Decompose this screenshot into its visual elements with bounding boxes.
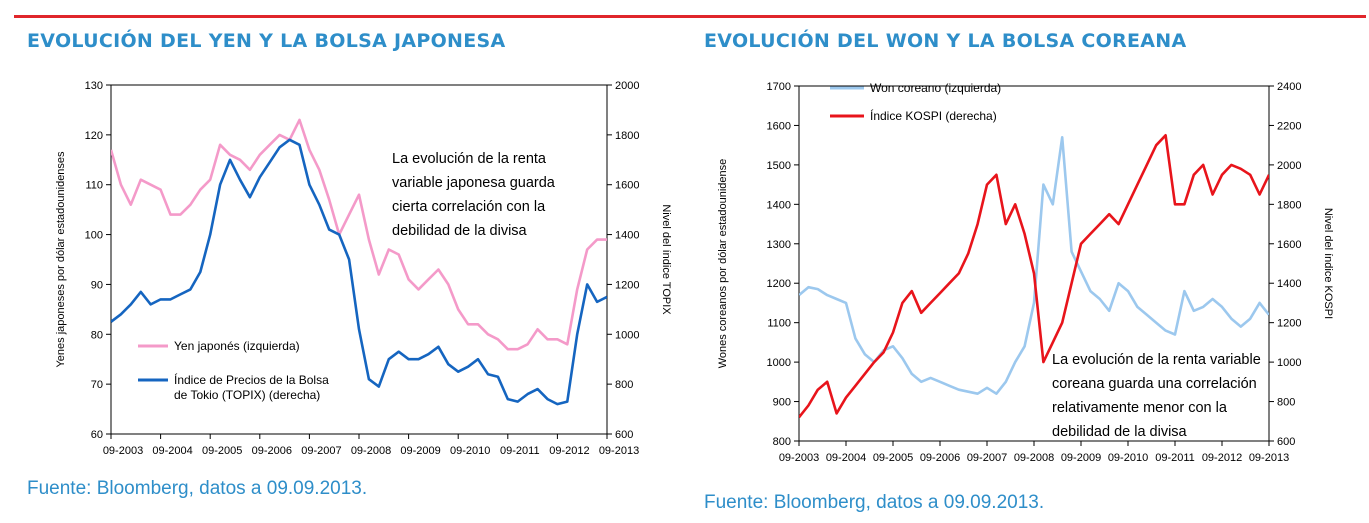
left-y-tick-label: 90	[91, 279, 103, 291]
left-y-tick-label: 120	[85, 130, 103, 142]
x-tick-label: 09-2010	[450, 445, 490, 457]
legend-label: Yen japonés (izquierda)	[174, 339, 300, 353]
x-tick-label: 09-2011	[500, 445, 540, 457]
right-y-tick-label: 600	[615, 429, 633, 441]
right-chart-title: EVOLUCIÓN DEL WON Y LA BOLSA COREANA	[704, 30, 1187, 52]
x-tick-label: 09-2009	[400, 445, 440, 457]
right-y-tick-label: 1600	[1277, 239, 1301, 251]
annotation-line: relativamente menor con la	[1052, 400, 1228, 416]
right-source-note: Fuente: Bloomberg, datos a 09.09.2013.	[704, 492, 1045, 513]
x-tick-label: 09-2005	[873, 452, 913, 464]
legend-label: Índice KOSPI (derecha)	[870, 108, 997, 123]
x-tick-label: 09-2011	[1155, 452, 1195, 464]
right-y-tick-label: 2200	[1277, 120, 1301, 132]
right-y-tick-label: 1600	[615, 180, 639, 192]
legend-label: Índice de Precios de la Bolsa de Tokio (T…	[174, 372, 329, 402]
left-y-tick-label: 900	[773, 397, 791, 409]
legend-label: Won coreano (izquierda)	[870, 81, 1001, 95]
x-tick-label: 09-2013	[1249, 452, 1289, 464]
right-axis-title: Nivel del índice KOSPI	[1322, 208, 1334, 319]
x-tick-label: 09-2012	[1202, 452, 1242, 464]
x-tick-label: 09-2007	[967, 452, 1007, 464]
right-y-tick-label: 800	[615, 379, 633, 391]
top-accent-line	[14, 15, 1366, 18]
series-line-indice-kospi-derecha	[799, 134, 1269, 419]
left-y-tick-label: 1100	[767, 318, 791, 330]
series-line-indice-de-precios-de-la-bolsa-de-tokio-topix-derecha	[111, 138, 607, 406]
annotation-line: debilidad de la divisa	[392, 223, 528, 239]
x-tick-label: 09-2012	[549, 445, 589, 457]
right-y-tick-label: 1400	[615, 230, 639, 242]
right-y-tick-label: 800	[1277, 397, 1295, 409]
left-y-tick-label: 60	[91, 429, 103, 441]
annotation-line: variable japonesa guarda	[392, 175, 556, 191]
x-tick-label: 09-2003	[779, 452, 819, 464]
x-tick-label: 09-2006	[252, 445, 292, 457]
right-y-tick-label: 1200	[1277, 318, 1301, 330]
right-y-tick-label: 1000	[615, 329, 639, 341]
x-tick-label: 09-2008	[1014, 452, 1054, 464]
left-y-tick-label: 1500	[767, 160, 791, 172]
left-axis-title: Yenes japoneses por dólar estadounidense…	[55, 151, 67, 368]
left-y-tick-label: 1700	[767, 81, 791, 93]
annotation-line: cierta correlación con la	[392, 199, 546, 215]
left-y-tick-label: 80	[91, 329, 103, 341]
x-tick-label: 09-2007	[301, 445, 341, 457]
annotation-line: La evolución de la renta variable	[1052, 352, 1261, 368]
left-y-tick-label: 1000	[767, 357, 791, 369]
left-y-tick-label: 100	[85, 230, 103, 242]
won-kospi-chart: 800 900 1000 1100 1200 1300 1400 1500 1600 1700 60…	[717, 81, 1334, 464]
right-y-tick-label: 2000	[615, 80, 639, 92]
annotation-line: debilidad de la divisa	[1052, 424, 1188, 440]
left-y-tick-label: 70	[91, 379, 103, 391]
right-y-tick-label: 1800	[1277, 199, 1301, 211]
x-tick-label: 09-2004	[152, 445, 192, 457]
right-y-tick-label: 1200	[615, 279, 639, 291]
right-y-tick-label: 2400	[1277, 81, 1301, 93]
x-tick-label: 09-2013	[599, 445, 639, 457]
x-tick-label: 09-2010	[1108, 452, 1148, 464]
left-y-tick-label: 1400	[767, 199, 791, 211]
x-tick-label: 09-2006	[920, 452, 960, 464]
left-y-tick-label: 800	[773, 436, 791, 448]
left-y-tick-label: 1200	[767, 278, 791, 290]
x-tick-label: 09-2005	[202, 445, 242, 457]
left-chart-title: EVOLUCIÓN DEL YEN Y LA BOLSA JAPONESA	[27, 30, 506, 52]
series-line-yen-japones-izquierda	[111, 118, 607, 351]
right-y-tick-label: 600	[1277, 436, 1295, 448]
left-y-tick-label: 1300	[767, 239, 791, 251]
right-y-tick-label: 2000	[1277, 160, 1301, 172]
left-y-tick-label: 130	[85, 80, 103, 92]
right-y-tick-label: 1000	[1277, 357, 1301, 369]
left-y-tick-label: 110	[85, 180, 103, 192]
annotation-line: La evolución de la renta	[392, 151, 547, 167]
right-y-tick-label: 1400	[1277, 278, 1301, 290]
right-y-tick-label: 1800	[615, 130, 639, 142]
x-tick-label: 09-2008	[351, 445, 391, 457]
annotation-line: coreana guarda una correlación	[1052, 376, 1257, 392]
x-tick-label: 09-2003	[103, 445, 143, 457]
left-axis-title: Wones coreanos por dólar estadounidense	[717, 159, 729, 369]
left-source-note: Fuente: Bloomberg, datos a 09.09.2013.	[27, 478, 368, 499]
left-y-tick-label: 1600	[767, 120, 791, 132]
x-tick-label: 09-2009	[1061, 452, 1101, 464]
right-axis-title: Nivel del índice TOPIX	[660, 204, 672, 315]
yen-topix-chart: 60 70 80 90 100 110 120 130 600 800 1000 1200 1400 16…	[55, 80, 672, 457]
x-tick-label: 09-2004	[826, 452, 866, 464]
